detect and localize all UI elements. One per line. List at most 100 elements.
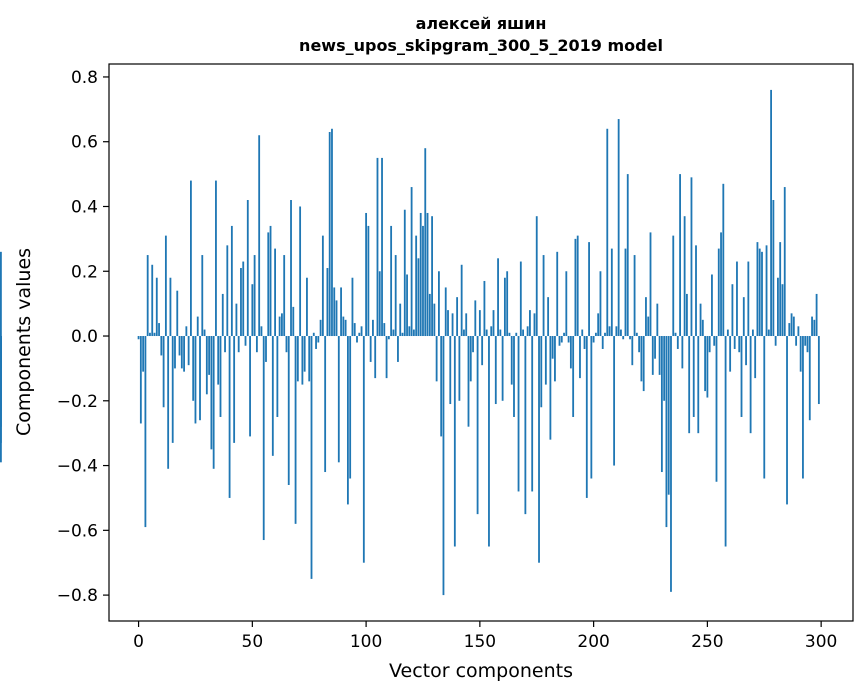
bar-46: [242, 261, 245, 337]
bar-16: [174, 336, 176, 369]
bar-137: [449, 336, 452, 405]
bar-22: [187, 336, 190, 366]
bar-149: [476, 336, 479, 515]
bar-291: [799, 336, 802, 372]
bar-130: [433, 303, 436, 337]
bar-152: [483, 280, 486, 337]
bar-7: [153, 332, 156, 337]
bar-26: [196, 316, 199, 337]
bar-84: [328, 132, 331, 337]
bar-180: [547, 297, 550, 337]
bar-262: [733, 336, 736, 349]
bar-271: [754, 336, 757, 379]
bar-33: [212, 336, 215, 469]
bars-group: [0, 89, 820, 596]
chart-title: алексей яшин: [416, 14, 547, 33]
bar-65: [285, 336, 288, 353]
bar-248: [701, 319, 704, 337]
y-tick-label: −0.6: [57, 521, 98, 541]
bar-93: [349, 336, 352, 479]
bar-278: [770, 89, 772, 337]
bar-206: [606, 128, 609, 337]
bar-194: [579, 336, 581, 379]
bar-89: [340, 287, 342, 337]
bar-25: [194, 336, 197, 424]
bar-257: [722, 183, 725, 337]
bar-280: [774, 336, 777, 346]
chart-subtitle: news_upos_skipgram_300_5_2019 model: [299, 36, 663, 55]
bar-96: [356, 336, 358, 343]
bar-196: [583, 336, 586, 349]
bar-236: [674, 332, 677, 337]
x-tick-label: 50: [242, 632, 264, 652]
bar-178: [542, 255, 545, 337]
y-tick-label: 0.8: [71, 68, 98, 88]
bar-39: [226, 245, 229, 337]
bar-297: [813, 319, 816, 337]
bar-112: [392, 329, 395, 337]
bar-129: [431, 216, 433, 337]
x-tick-label: 100: [350, 632, 382, 652]
x-tick-label: 250: [691, 632, 723, 652]
bar-146: [469, 336, 472, 382]
bar-223: [645, 297, 647, 337]
bar-179: [544, 336, 547, 385]
bar-98: [360, 326, 363, 337]
bar-81: [321, 235, 324, 337]
bar-88: [337, 336, 340, 463]
bar-148: [474, 300, 477, 337]
bar-286: [788, 323, 791, 337]
bar-154: [488, 336, 490, 547]
bar-38: [224, 336, 226, 353]
bar-276: [765, 245, 768, 337]
bar-243: [690, 177, 693, 337]
bar-213: [622, 336, 625, 340]
bar-6: [151, 264, 154, 337]
bar-55: [262, 336, 265, 541]
bar-169: [522, 329, 524, 337]
bar-64: [283, 255, 286, 337]
bar-74: [306, 277, 308, 337]
bar-193: [576, 235, 579, 337]
bar-288: [792, 316, 795, 337]
bar-263: [736, 261, 738, 337]
bar-86: [333, 287, 336, 337]
bar-124: [419, 212, 422, 337]
bar-5: [149, 332, 151, 337]
bar-190: [569, 336, 572, 369]
bar-71: [299, 206, 302, 337]
bar-175: [535, 216, 538, 337]
bar-268: [747, 261, 750, 337]
bar-145: [467, 336, 470, 427]
y-tick-label: 0.4: [71, 197, 98, 217]
x-tick-label: 200: [577, 632, 609, 652]
bar-238: [679, 174, 681, 337]
bar-281: [777, 277, 779, 337]
bar-3: [144, 336, 147, 528]
bar-267: [745, 336, 747, 366]
bar-105: [376, 157, 379, 337]
bar-108: [383, 323, 386, 337]
bar-258: [724, 336, 727, 547]
bar-255: [717, 248, 720, 337]
bar-229: [658, 336, 661, 375]
bar-132: [438, 271, 440, 337]
bar-233: [667, 336, 670, 495]
bar-37: [221, 293, 224, 337]
bar-78: [315, 336, 317, 349]
bar-20: [183, 336, 185, 372]
bar-184: [556, 251, 559, 337]
bar-80: [319, 319, 322, 337]
bar-109: [385, 336, 388, 379]
bar-157: [494, 336, 497, 405]
bar-79: [317, 336, 320, 343]
bar-218: [633, 255, 636, 337]
bar-292: [802, 336, 804, 479]
bar-261: [731, 284, 734, 337]
bar-250: [706, 336, 709, 398]
bar-49: [249, 336, 251, 437]
bar-237: [676, 336, 679, 349]
bar-272: [756, 242, 759, 337]
bar-296: [811, 316, 813, 337]
bar-45: [240, 268, 242, 337]
